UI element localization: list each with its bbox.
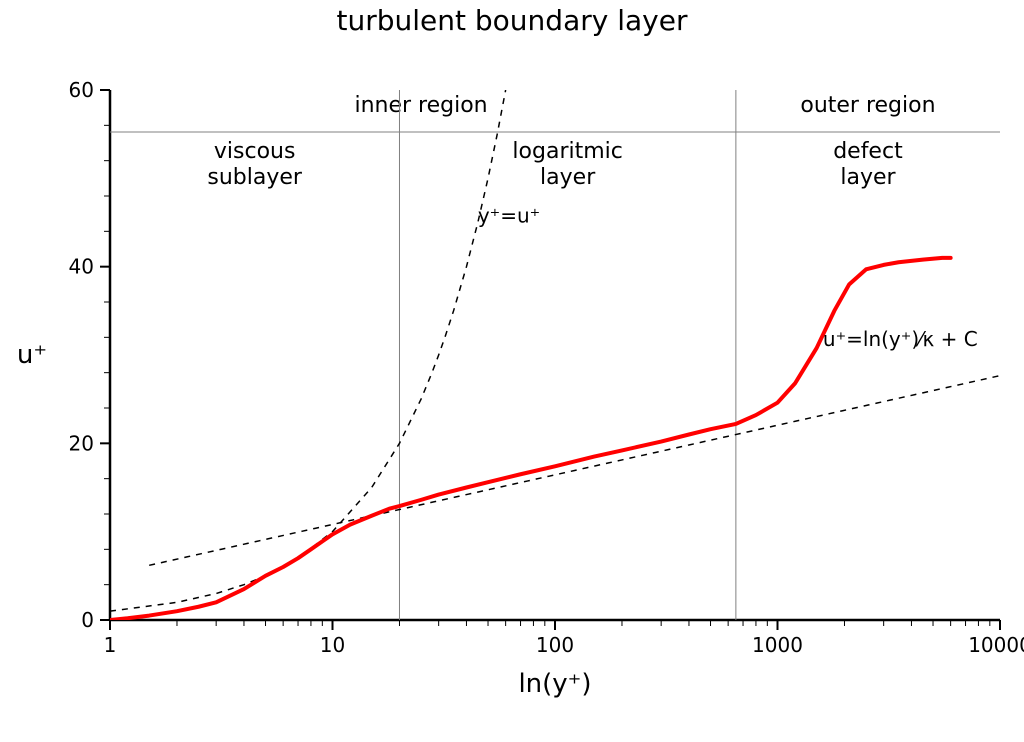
x-tick-label: 10 [320,633,345,657]
region-sub-label-line1: viscous [214,139,296,164]
linear-label: y⁺=u⁺ [478,204,540,228]
y-tick-label: 20 [69,431,94,455]
x-axis-label: ln(y⁺) [518,669,591,699]
region-sub-label-line2: layer [840,165,896,190]
region-sub-label-line1: defect [833,139,903,164]
y-tick-label: 40 [69,255,94,279]
x-tick-label: 100 [536,633,574,657]
y-tick-label: 0 [81,608,94,632]
y-axis-label: u⁺ [17,340,47,370]
y-tick-label: 60 [69,78,94,102]
x-tick-label: 1 [104,633,117,657]
region-sub-label-line2: layer [540,165,596,190]
x-tick-label: 1000 [752,633,803,657]
chart-svg: turbulent boundary layer 1 10 100 1000 10000 l… [0,0,1024,742]
loglaw-label: u⁺=ln(y⁺)⁄κ + C [823,327,978,351]
region-top-label: inner region [354,93,487,118]
region-sub-label-line2: sublayer [207,165,303,190]
region-top-label: outer region [800,93,935,118]
region-sub-label-line1: logaritmic [512,139,622,164]
chart-container: turbulent boundary layer 1 10 100 1000 10000 l… [0,0,1024,742]
chart-title: turbulent boundary layer [337,4,688,37]
x-tick-label: 10000 [968,633,1024,657]
